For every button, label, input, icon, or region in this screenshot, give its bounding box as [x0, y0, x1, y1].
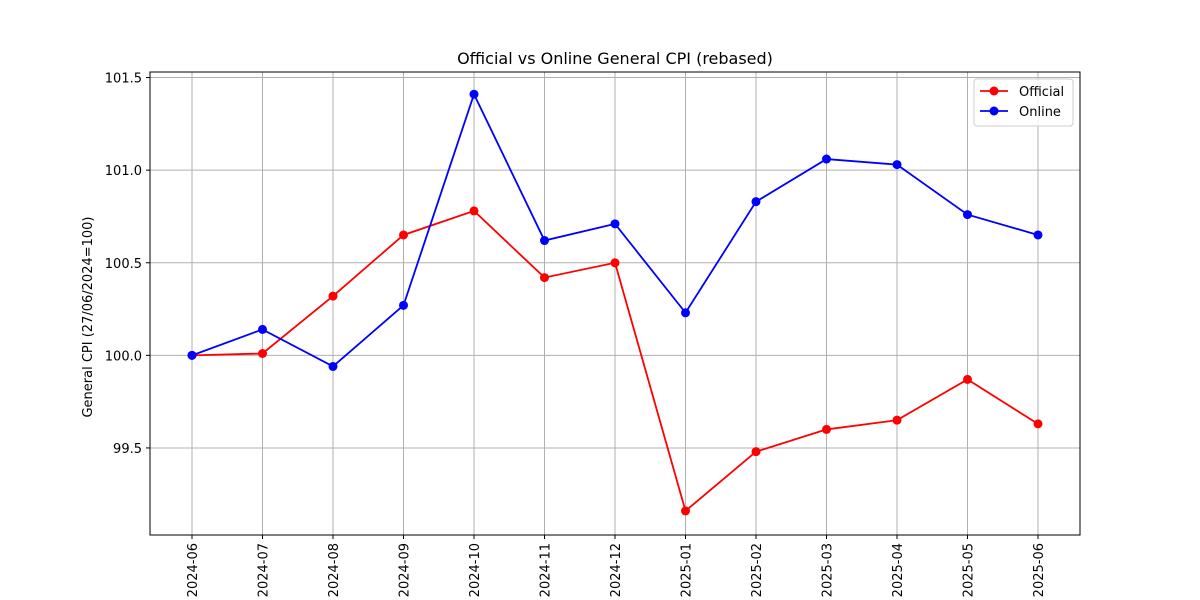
x-axis: 2024-06 2024-07 2024-08 2024-09 2024-10 2024-… [186, 535, 1047, 597]
legend-label-official: Official [1019, 85, 1064, 100]
x-tick-label: 2025-03 [821, 543, 836, 597]
data-point-online [187, 350, 197, 360]
y-tick-label: 101.0 [105, 164, 142, 179]
legend: Official Online [973, 78, 1074, 127]
data-point-online [892, 160, 902, 170]
y-tick-label: 99.5 [113, 442, 142, 457]
y-tick-label: 100.5 [105, 257, 142, 272]
data-point-online [1033, 230, 1043, 240]
chart-title: Official vs Online General CPI (rebased) [457, 49, 773, 68]
x-tick-label: 2024-06 [186, 543, 201, 597]
data-point-online [822, 154, 831, 164]
data-point-official [963, 374, 972, 384]
data-point-official [610, 258, 620, 268]
data-point-official [258, 349, 267, 359]
data-point-official [681, 506, 690, 516]
y-tick-label: 101.5 [105, 72, 142, 87]
data-point-official [892, 415, 902, 425]
grid [150, 72, 1080, 535]
data-point-online [963, 210, 972, 220]
data-point-online [681, 308, 690, 318]
x-tick-label: 2024-07 [257, 543, 272, 597]
plot-frame [149, 71, 1081, 536]
x-tick-label: 2025-02 [750, 543, 765, 597]
legend-label-online: Online [1019, 105, 1061, 120]
data-point-online [399, 300, 408, 310]
x-tick-label: 2025-01 [680, 543, 695, 597]
y-axis: 99.5 100.0 100.5 101.0 101.5 [105, 72, 150, 457]
y-axis-label: General CPI (27/06/2024=100) [81, 216, 96, 417]
data-point-official [540, 273, 549, 283]
data-point-official [469, 206, 479, 216]
data-point-online [610, 219, 620, 229]
x-tick-label: 2024-10 [468, 543, 483, 597]
data-point-online [258, 324, 267, 334]
data-point-online [469, 89, 479, 99]
plot-series [187, 89, 1043, 516]
x-tick-label: 2024-09 [398, 543, 413, 597]
data-point-official [1033, 419, 1043, 429]
data-point-online [751, 197, 761, 207]
x-tick-label: 2024-11 [539, 543, 554, 597]
x-tick-label: 2024-12 [609, 543, 624, 597]
x-tick-label: 2024-08 [327, 543, 342, 597]
x-tick-label: 2025-05 [962, 543, 977, 597]
x-tick-label: 2025-06 [1032, 543, 1047, 597]
data-point-official [751, 447, 761, 457]
y-tick-label: 100.0 [105, 349, 142, 364]
data-point-official [822, 424, 831, 434]
data-point-official [399, 230, 408, 240]
x-tick-label: 2025-04 [891, 543, 906, 597]
data-point-online [328, 361, 338, 371]
data-point-official [328, 291, 338, 301]
data-point-online [540, 236, 549, 246]
legend-marker-official [989, 86, 999, 96]
legend-marker-online [989, 106, 999, 116]
